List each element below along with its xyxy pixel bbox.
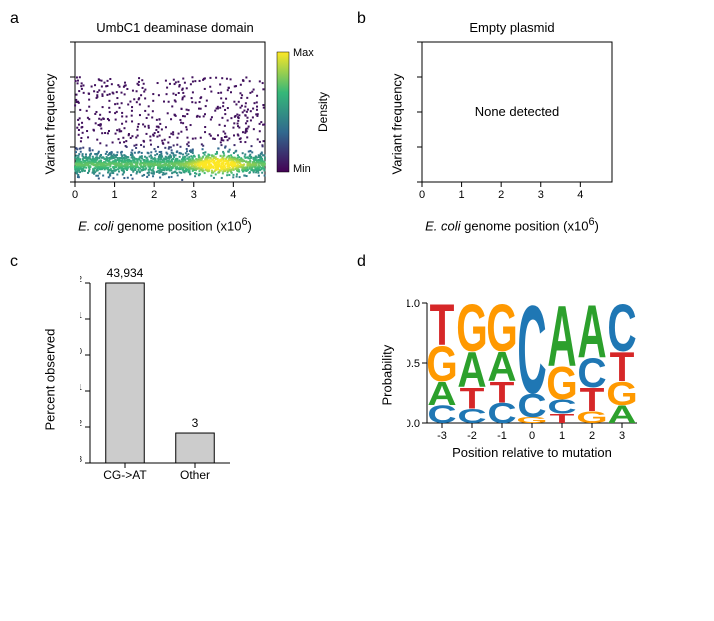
panel-c-label: c [10, 253, 18, 271]
svg-text:1.0: 1.0 [407, 298, 420, 310]
svg-text:CG->AT: CG->AT [103, 468, 147, 482]
svg-text:0.0: 0.0 [407, 418, 420, 430]
panel-a-title: UmbC1 deaminase domain [80, 20, 270, 35]
svg-text:1: 1 [559, 430, 565, 442]
panel-d-ylabel: Probability [380, 306, 395, 406]
svg-text:2: 2 [151, 189, 157, 201]
svg-text:None detected: None detected [475, 104, 560, 119]
svg-text:102: 102 [80, 275, 83, 290]
panel-a-ylabel: Variant frequency [43, 35, 58, 175]
svg-text:Density: Density [316, 92, 330, 132]
panel-b-xlabel: E. coli genome position (x106) [417, 216, 607, 233]
svg-text:1: 1 [459, 189, 465, 201]
svg-text:4: 4 [577, 189, 583, 201]
panel-a-svg: 0123400.20.40.60.8MaxMinDensity [70, 37, 340, 212]
svg-text:Max: Max [293, 47, 314, 59]
panel-a: a UmbC1 deaminase domain Variant frequen… [20, 20, 347, 233]
svg-text:3: 3 [191, 189, 197, 201]
svg-text:3: 3 [538, 189, 544, 201]
svg-text:2: 2 [589, 430, 595, 442]
panel-c-svg: 10-3 10-2 10-1 100 101 102 CG->AT 43,934 Other 3 [80, 263, 280, 488]
panel-b-title: Empty plasmid [417, 20, 607, 35]
svg-text:G: G [456, 293, 487, 366]
svg-text:0.5: 0.5 [407, 358, 420, 370]
panel-b-ylabel: Variant frequency [390, 35, 405, 175]
svg-text:101: 101 [80, 311, 83, 326]
svg-text:G: G [486, 293, 517, 366]
svg-text:3: 3 [192, 416, 199, 430]
svg-text:1: 1 [112, 189, 118, 201]
svg-text:A: A [577, 293, 606, 373]
panel-d-svg: 0.00.51.0CAGT-3CTAG-2CTAG-1GCC0TCGA1GTCA… [407, 293, 687, 468]
svg-text:3: 3 [619, 430, 625, 442]
svg-text:A: A [547, 293, 576, 385]
svg-text:2: 2 [498, 189, 504, 201]
panel-d-label: d [357, 253, 366, 271]
svg-text:C: C [607, 293, 636, 366]
panel-c: c Percent observed 10-310-210-1100101102… [20, 263, 347, 488]
svg-text:10-2: 10-2 [80, 419, 83, 434]
svg-text:Position relative to mutation: Position relative to mutation [452, 445, 612, 460]
svg-text:100: 100 [80, 347, 83, 362]
svg-text:4: 4 [230, 189, 236, 201]
figure-grid: a UmbC1 deaminase domain Variant frequen… [20, 20, 694, 488]
svg-text:0: 0 [529, 430, 535, 442]
panel-a-label: a [10, 10, 19, 28]
svg-text:0: 0 [72, 189, 78, 201]
svg-text:Other: Other [180, 468, 210, 482]
panel-d: d Probability 0.00.51.0CAGT-3CTAG-2CTAG-… [367, 263, 694, 488]
svg-text:Min: Min [293, 163, 311, 175]
panel-b: b Empty plasmid Variant frequency 012340… [367, 20, 694, 233]
panel-b-svg: 0123400.20.40.60.8None detected [417, 37, 637, 212]
svg-text:10-3: 10-3 [80, 455, 83, 470]
svg-text:0: 0 [419, 189, 425, 201]
panel-a-xlabel: E. coli genome position (x106) [70, 216, 260, 233]
svg-text:-3: -3 [437, 430, 447, 442]
svg-text:T: T [430, 293, 455, 358]
svg-text:43,934: 43,934 [107, 266, 144, 280]
svg-text:10-1: 10-1 [80, 383, 83, 398]
svg-text:C: C [517, 293, 546, 420]
panel-b-label: b [357, 10, 366, 28]
panel-c-ylabel: Percent observed [43, 291, 58, 431]
svg-text:-1: -1 [497, 430, 507, 442]
svg-text:-2: -2 [467, 430, 477, 442]
